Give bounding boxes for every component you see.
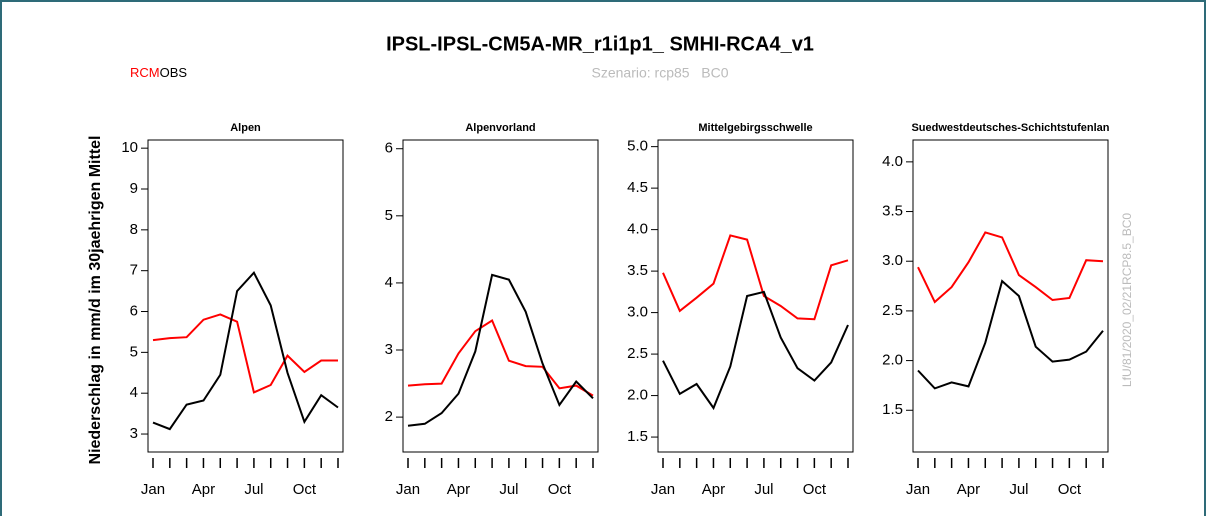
y-tick-label: 5 xyxy=(130,343,138,360)
watermark: LfU/81/2020_02/21RCP8.5_BC0 xyxy=(1120,213,1134,387)
legend: RCMOBS xyxy=(130,65,187,80)
x-tick-label: Jan xyxy=(396,481,420,498)
y-tick-label: 4.0 xyxy=(882,153,903,170)
x-tick-label: Apr xyxy=(957,481,980,498)
y-tick-label: 3 xyxy=(130,425,138,442)
plot-box xyxy=(402,139,599,453)
y-tick-label: 2 xyxy=(385,408,393,425)
legend-entry: RCM xyxy=(130,65,160,80)
y-tick-label: 4.0 xyxy=(627,221,648,238)
x-tick-label: Jul xyxy=(244,481,263,498)
subtitle: Szenario: rcp85 BC0 xyxy=(592,65,729,81)
chart-title: IPSL-IPSL-CM5A-MR_r1i1p1_ SMHI-RCA4_v1 xyxy=(386,33,814,55)
y-tick-label: 3.5 xyxy=(627,262,648,279)
y-tick-label: 3.5 xyxy=(882,203,903,220)
y-tick-label: 9 xyxy=(130,180,138,197)
plot-box xyxy=(657,139,854,453)
panel-title: Suedwestdeutsches-Schichtstufenlan xyxy=(911,122,1109,134)
x-tick-label: Jan xyxy=(651,481,675,498)
y-tick-label: 2.5 xyxy=(627,345,648,362)
y-tick-label: 2.0 xyxy=(882,352,903,369)
series-line xyxy=(662,234,849,321)
y-tick-label: 3.0 xyxy=(627,304,648,321)
y-tick-label: 7 xyxy=(130,262,138,279)
x-tick-label: Jan xyxy=(906,481,930,498)
y-tick-label: 6 xyxy=(130,302,138,319)
series-line xyxy=(917,231,1104,304)
panel-title: Alpenvorland xyxy=(465,122,535,134)
y-tick-label: 4 xyxy=(130,384,138,401)
y-axis-label: Niederschlag in mm/d im 30jaehrigen Mitt… xyxy=(87,136,104,465)
plot-box xyxy=(912,139,1109,453)
x-tick-label: Oct xyxy=(803,481,827,498)
legend-entry: OBS xyxy=(160,65,188,80)
y-tick-label: 1.5 xyxy=(882,401,903,418)
y-tick-label: 2.0 xyxy=(627,387,648,404)
y-tick-label: 5.0 xyxy=(627,138,648,155)
series-line xyxy=(407,273,594,427)
x-tick-label: Apr xyxy=(702,481,725,498)
y-tick-label: 3 xyxy=(385,341,393,358)
series-line xyxy=(917,279,1104,390)
series-line xyxy=(152,313,338,394)
panel-title: Alpen xyxy=(230,122,261,134)
y-tick-label: 6 xyxy=(385,140,393,157)
x-tick-label: Jan xyxy=(141,481,165,498)
x-tick-label: Oct xyxy=(1058,481,1082,498)
x-tick-label: Jul xyxy=(754,481,773,498)
series-line xyxy=(407,319,594,397)
y-tick-label: 8 xyxy=(130,221,138,238)
y-tick-label: 4 xyxy=(385,274,393,291)
x-tick-label: Jul xyxy=(499,481,518,498)
plot-box xyxy=(147,139,344,453)
panel-title: Mittelgebirgsschwelle xyxy=(698,122,812,134)
y-tick-label: 3.0 xyxy=(882,252,903,269)
series-line xyxy=(662,290,849,411)
y-tick-label: 5 xyxy=(385,207,393,224)
y-tick-label: 10 xyxy=(121,139,138,156)
x-tick-label: Apr xyxy=(447,481,470,498)
y-tick-label: 4.5 xyxy=(627,179,648,196)
x-tick-label: Oct xyxy=(293,481,317,498)
y-tick-label: 1.5 xyxy=(627,428,648,445)
x-tick-label: Apr xyxy=(192,481,215,498)
series-line xyxy=(152,270,339,431)
x-tick-label: Oct xyxy=(548,481,572,498)
y-tick-label: 2.5 xyxy=(882,302,903,319)
x-tick-label: Jul xyxy=(1009,481,1028,498)
